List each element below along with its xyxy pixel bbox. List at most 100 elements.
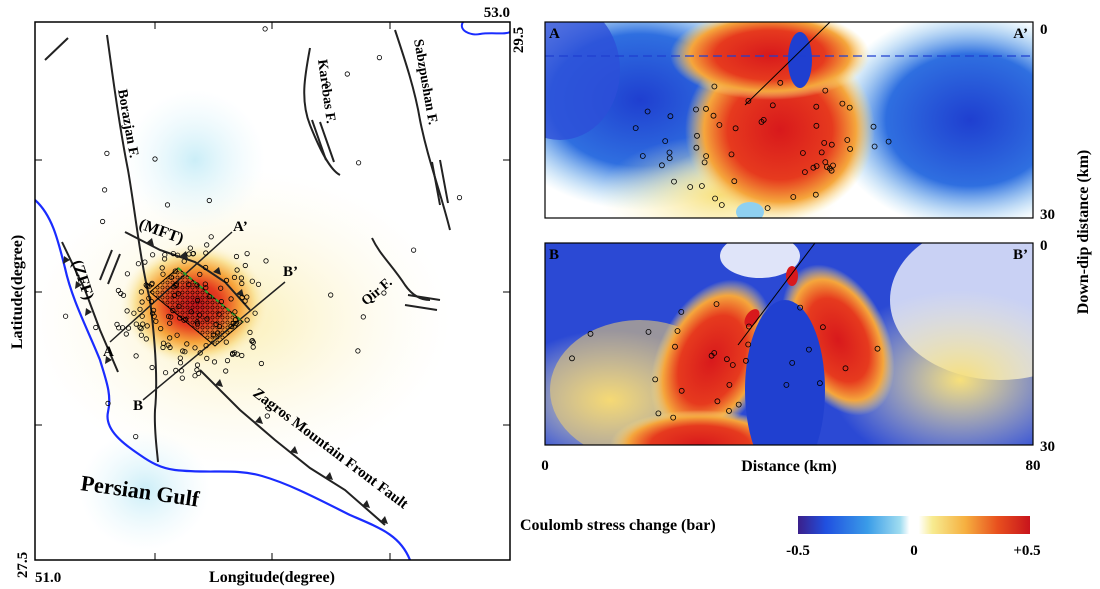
aftershock (159, 265, 165, 271)
aftershock (194, 321, 201, 327)
aftershock (712, 195, 718, 202)
qir-fault-line (371, 237, 431, 301)
aftershock (810, 164, 817, 171)
aftershock (162, 252, 168, 258)
section-b-positive-bottom (610, 410, 790, 445)
aftershock (844, 137, 851, 143)
aftershock (203, 250, 209, 256)
aftershock (204, 316, 210, 322)
aftershock (133, 433, 139, 440)
colorbar-mid: 0 (910, 543, 918, 559)
aftershock (821, 139, 828, 146)
aftershock (230, 350, 236, 356)
aftershock (802, 169, 808, 176)
aftershock (186, 281, 192, 288)
profile-label-b-prime: B’ (283, 264, 298, 280)
section-a-cyan-spot (736, 202, 764, 218)
aftershock (223, 368, 229, 374)
section-b-y-tick-30: 30 (1040, 439, 1055, 455)
shear-arrows-qir (404, 294, 441, 311)
karebas-fault-line (303, 47, 341, 176)
section-b-positive-west (650, 279, 774, 441)
aftershock (160, 271, 166, 277)
aftershock (699, 183, 705, 189)
aftershock (137, 306, 143, 312)
aftershock (197, 271, 203, 277)
aftershock (231, 274, 238, 280)
aftershock (726, 407, 732, 414)
colorbar-min: -0.5 (786, 543, 810, 559)
aftershock (325, 81, 331, 87)
aftershock (140, 321, 146, 327)
aftershock (355, 348, 361, 354)
aftershock (672, 343, 678, 350)
aftershock (188, 309, 194, 315)
aftershock (190, 251, 196, 257)
aftershock (846, 104, 853, 111)
shear-arrows-karebas (311, 119, 335, 163)
aftershock (655, 410, 662, 417)
aftershock (211, 359, 218, 365)
aftershock (153, 318, 159, 324)
aftershock (131, 310, 137, 316)
zagros-thrust-line (199, 369, 386, 526)
aftershock (344, 71, 350, 77)
section-a-positive-top (670, 22, 870, 100)
aftershock (204, 242, 210, 248)
aftershock (150, 310, 156, 316)
aftershock (104, 150, 110, 156)
aftershock (264, 413, 270, 419)
aftershock (179, 368, 185, 374)
section-xlabel: Distance (km) (741, 458, 837, 475)
aftershock (124, 308, 130, 314)
aftershock (724, 356, 730, 363)
aftershock (93, 324, 99, 331)
aftershock (670, 414, 677, 421)
aftershock (671, 178, 677, 185)
aftershock (797, 304, 803, 311)
aftershock (871, 143, 878, 150)
aftershock (678, 308, 685, 315)
aftershock (176, 291, 182, 297)
aftershock (138, 325, 144, 332)
aftershock (207, 294, 213, 300)
aftershock (760, 117, 767, 123)
aftershock (163, 370, 169, 376)
aftershock (885, 138, 892, 145)
aftershock (149, 281, 155, 287)
aftershock (789, 359, 796, 366)
aftershock (133, 353, 139, 359)
aftershock (160, 344, 166, 351)
map-panel: Borazjan F. Karebas F. Sabzpushan F. Qir… (9, 5, 527, 586)
aftershock (244, 294, 250, 300)
aftershock (842, 365, 849, 372)
aftershock (718, 202, 725, 208)
aftershock (152, 156, 158, 162)
thrust-teeth (63, 238, 388, 524)
aftershock (179, 375, 185, 381)
aftershock (726, 381, 733, 388)
profile-label-b: B (133, 398, 143, 414)
aftershock (194, 319, 200, 325)
aftershock (165, 342, 171, 348)
section-b-y-tick-0: 0 (1040, 238, 1048, 254)
aftershock (208, 234, 214, 240)
aftershock (182, 349, 188, 355)
aftershock (745, 98, 752, 104)
aftershock (143, 282, 149, 288)
aftershock (124, 271, 131, 277)
aftershock (228, 296, 234, 302)
aftershock (173, 281, 179, 287)
aftershock (146, 295, 152, 301)
aftershock (239, 352, 245, 359)
aftershock (149, 364, 155, 371)
sabzpushan-fault-line (394, 29, 451, 231)
fault-nw (44, 37, 69, 61)
aftershock (166, 313, 172, 319)
aftershock (123, 331, 129, 337)
map-xlabel: Longitude(degree) (209, 569, 335, 586)
aftershock (746, 323, 752, 330)
aftershock (215, 330, 221, 336)
aftershock (144, 323, 150, 329)
lon-min-tick: 51.0 (35, 570, 61, 586)
